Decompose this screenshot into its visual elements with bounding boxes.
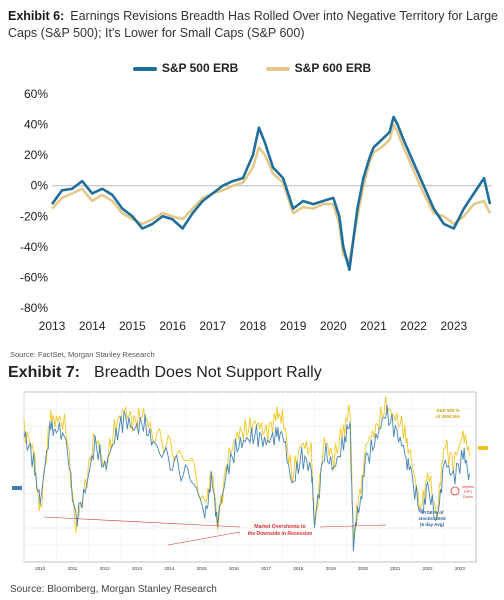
x-tick-label: 2016 (159, 319, 186, 333)
y-tick-label: 0% (31, 179, 49, 193)
x-tick-label: 2021 (390, 566, 401, 571)
legend-swatch-sp500 (132, 66, 157, 71)
annotation-nyse: NYSE % of (420, 510, 444, 515)
x-tick-label: 2016 (229, 566, 240, 571)
x-tick-label: 2023 (455, 566, 466, 571)
chart1-legend: S&P 500 ERB S&P 600 ERB (0, 61, 504, 75)
x-tick-label: 2011 (68, 566, 78, 571)
x-tick-label: 2018 (293, 566, 304, 571)
y-tick-label: -60% (20, 270, 48, 284)
annotation-arrow (319, 524, 387, 528)
x-tick-label: 2021 (360, 319, 387, 333)
x-tick-label: 2022 (423, 566, 434, 571)
x-tick-label: 2017 (261, 566, 272, 571)
legend-item-sp600: S&P 600 ERB (265, 61, 372, 75)
legend-item-sp500: S&P 500 ERB (132, 61, 239, 75)
x-tick-label: 2019 (280, 319, 307, 333)
x-tick-label: 2010 (35, 566, 46, 571)
annotation-implies: EPS (464, 490, 472, 494)
x-tick-label: 2023 (440, 319, 467, 333)
annotation-implies: Down (463, 495, 473, 499)
x-tick-label: 2012 (100, 566, 111, 571)
exhibit7-title: Exhibit 7: Breadth Does Not Support Rally (8, 364, 322, 382)
annotation-sp200: of 200d MA (436, 414, 461, 419)
y-tick-label: -20% (20, 209, 48, 223)
series-line-sp500 (50, 115, 492, 272)
legend-swatch-sp600 (265, 66, 290, 71)
y-tick-label: -40% (20, 240, 48, 254)
annotation-arrow (167, 531, 241, 546)
right-axis-marker (478, 446, 488, 450)
left-axis-marker (12, 486, 22, 490)
annotation-implies: Implies (462, 485, 474, 489)
x-tick-label: 2014 (79, 319, 106, 333)
x-tick-label: 2015 (197, 566, 208, 571)
x-tick-label: 2019 (326, 566, 337, 571)
x-tick-label: 2020 (320, 319, 347, 333)
series-line-nyse (23, 404, 470, 552)
annotation-line-1: Market Overshoots to (254, 524, 305, 530)
exhibit6-title: Exhibit 6: Earnings Revisions Breadth Has… (8, 8, 498, 42)
implies-circle (450, 486, 460, 496)
annotation-sp200: S&P 500 % (436, 408, 459, 413)
x-tick-label: 2013 (132, 566, 143, 571)
annotation-nyse: (5 day Avg) (420, 522, 444, 527)
exhibit7-source: Source: Bloomberg, Morgan Stanley Resear… (10, 584, 217, 595)
x-tick-label: 2022 (400, 319, 427, 333)
y-tick-label: 20% (24, 148, 48, 162)
y-tick-label: -80% (20, 301, 48, 315)
legend-label-sp600: S&P 600 ERB (294, 61, 372, 75)
x-tick-label: 2013 (39, 319, 66, 333)
annotation-nyse: stocks>200d (418, 516, 445, 521)
exhibit7-label: Exhibit 7: (8, 364, 81, 381)
x-tick-label: 2014 (164, 566, 175, 571)
x-tick-label: 2020 (358, 566, 369, 571)
annotation-arrow (43, 516, 241, 528)
exhibit6-title-text: Earnings Revisions Breadth Has Rolled Ov… (8, 9, 499, 40)
x-tick-label: 2018 (240, 319, 267, 333)
x-tick-label: 2015 (119, 319, 146, 333)
y-tick-label: 40% (24, 118, 48, 132)
chart1-plot: 60% 40% 20% 0% -20% -40% -60% -80% 2013 2014 2015 2… (20, 87, 492, 333)
exhibit7-title-text: Breadth Does Not Support Rally (94, 364, 322, 381)
exhibit6-label: Exhibit 6: (8, 9, 65, 23)
x-tick-label: 2017 (199, 319, 226, 333)
legend-label-sp500: S&P 500 ERB (161, 61, 239, 75)
y-tick-label: 60% (24, 87, 48, 101)
exhibit6-source: Source: FactSet, Morgan Stanley Research (10, 350, 155, 359)
series-line-sp200 (23, 395, 470, 543)
annotation-line-2: the Downside in Recession (248, 531, 313, 537)
